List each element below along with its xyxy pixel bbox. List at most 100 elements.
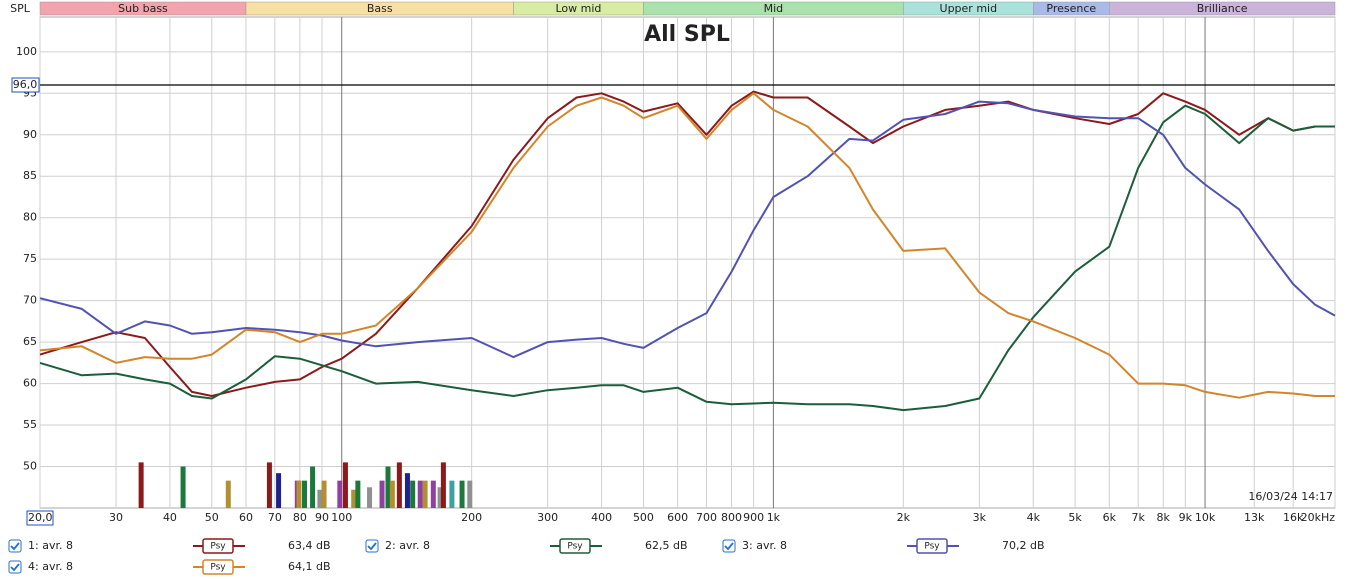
peak-bar xyxy=(351,489,357,508)
x-tick-label: 20kHz xyxy=(1301,511,1336,524)
peak-bar xyxy=(385,466,391,508)
series-line xyxy=(39,92,1335,399)
peak-bar xyxy=(302,480,308,508)
legend-readout: 64,1 dB xyxy=(288,560,331,573)
y-tick-label: 60 xyxy=(23,377,37,390)
psy-button[interactable] xyxy=(559,538,591,554)
peak-bar xyxy=(449,480,455,508)
peak-bar xyxy=(180,466,186,508)
x-tick-label: 7k xyxy=(1132,511,1146,524)
x-tick-label: 400 xyxy=(591,511,612,524)
y-tick-label: 80 xyxy=(23,211,37,224)
peak-bar xyxy=(430,480,436,508)
psy-label: Psy xyxy=(210,542,226,552)
legend-label: 1: avr. 8 xyxy=(28,539,73,552)
psy-button[interactable] xyxy=(916,538,948,554)
peak-bar xyxy=(342,462,348,508)
series-line xyxy=(39,104,1335,412)
series-line xyxy=(39,90,1335,397)
psy-button[interactable] xyxy=(202,538,234,554)
psy-label: Psy xyxy=(924,542,940,552)
x-tick-label: 300 xyxy=(537,511,558,524)
x-tick-label: 16k xyxy=(1283,511,1304,524)
x-tick-label: 1k xyxy=(767,511,781,524)
band-label: Low mid xyxy=(556,2,602,15)
y-tick-label: 75 xyxy=(23,252,37,265)
x-tick-label: 700 xyxy=(696,511,717,524)
reference-box xyxy=(11,77,40,93)
y-tick-label: 70 xyxy=(23,294,37,307)
x-start-box xyxy=(26,510,54,526)
x-tick-label: 800 xyxy=(721,511,742,524)
peak-bar xyxy=(317,489,323,508)
x-tick-label: 60 xyxy=(239,511,253,524)
peak-bar xyxy=(355,480,361,508)
y-tick-label: 65 xyxy=(23,335,37,348)
x-tick-label: 100 xyxy=(331,511,352,524)
legend-entry[interactable]: 4: avr. 8 Psy 64,1 dB xyxy=(8,559,331,575)
x-tick-label: 10k xyxy=(1195,511,1216,524)
peak-bar xyxy=(138,462,144,508)
x-tick-label: 9k xyxy=(1179,511,1193,524)
peak-bar xyxy=(310,466,316,508)
y-tick-label: 50 xyxy=(23,460,37,473)
band-label: Sub bass xyxy=(118,2,168,15)
legend-checkbox[interactable] xyxy=(8,560,22,574)
timestamp: 16/03/24 14:17 xyxy=(1248,490,1333,503)
peak-bar xyxy=(417,480,423,508)
peak-bar xyxy=(296,480,302,508)
plot-frame xyxy=(39,16,1336,509)
x-tick-label: 70 xyxy=(268,511,282,524)
peak-bar xyxy=(276,473,282,508)
legend-entry[interactable]: 2: avr. 8 Psy 62,5 dB xyxy=(365,538,688,554)
x-tick-label: 2k xyxy=(897,511,911,524)
checkmark xyxy=(10,563,20,572)
legend-checkbox[interactable] xyxy=(8,539,22,553)
x-tick-label: 20,0 xyxy=(28,511,53,524)
x-tick-label: 80 xyxy=(293,511,307,524)
peak-bar xyxy=(379,480,385,508)
x-tick-label: 13k xyxy=(1244,511,1265,524)
legend-entry[interactable]: 3: avr. 8 Psy 70,2 dB xyxy=(722,538,1045,554)
peak-bar xyxy=(396,462,402,508)
checkmark xyxy=(724,542,734,551)
peak-bar xyxy=(321,480,327,508)
x-tick-label: 90 xyxy=(315,511,329,524)
legend-label: 4: avr. 8 xyxy=(28,560,73,573)
legend-checkbox[interactable] xyxy=(722,539,736,553)
x-tick-label: 4k xyxy=(1027,511,1041,524)
legend-label: 2: avr. 8 xyxy=(385,539,430,552)
band xyxy=(1109,1,1336,16)
checkmark xyxy=(367,542,377,551)
y-tick-label: 85 xyxy=(23,169,37,182)
x-tick-label: 600 xyxy=(667,511,688,524)
chart-title: All SPL xyxy=(644,22,730,47)
y-axis-label: SPL xyxy=(10,2,31,15)
x-tick-label: 50 xyxy=(205,511,219,524)
x-tick-label: 40 xyxy=(163,511,177,524)
peak-bar xyxy=(437,487,443,508)
x-tick-label: 6k xyxy=(1103,511,1117,524)
y-tick-label: 100 xyxy=(16,45,37,58)
y-tick-label: 90 xyxy=(23,128,37,141)
series-line xyxy=(39,100,1336,359)
peak-bar xyxy=(440,462,446,508)
band-label: Bass xyxy=(367,2,393,15)
psy-label: Psy xyxy=(567,542,583,552)
psy-button[interactable] xyxy=(202,559,234,575)
peak-bar xyxy=(225,480,231,508)
reference-label: 96,0 xyxy=(13,78,38,91)
band-label: Mid xyxy=(764,2,784,15)
peak-bar xyxy=(467,480,473,508)
legend-entry[interactable]: 1: avr. 8 Psy 63,4 dB xyxy=(8,538,331,554)
x-tick-label: 500 xyxy=(633,511,654,524)
band-label: Brilliance xyxy=(1197,2,1248,15)
legend-readout: 62,5 dB xyxy=(645,539,688,552)
legend-label: 3: avr. 8 xyxy=(742,539,787,552)
peak-bar xyxy=(266,462,272,508)
x-tick-label: 200 xyxy=(461,511,482,524)
legend-checkbox[interactable] xyxy=(365,539,379,553)
peak-bar xyxy=(422,480,428,508)
checkmark xyxy=(10,542,20,551)
